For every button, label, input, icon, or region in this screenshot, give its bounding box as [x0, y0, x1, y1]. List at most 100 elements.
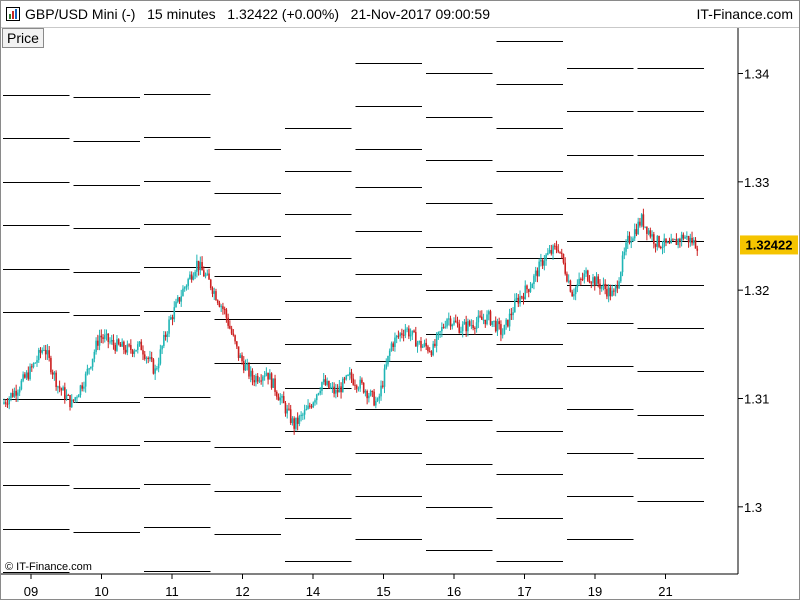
- candle-body: [288, 408, 290, 410]
- candle-body: [649, 230, 652, 237]
- candle-body: [421, 345, 424, 348]
- y-tick-label: 1.3: [744, 500, 762, 515]
- candle-body: [689, 237, 692, 243]
- candle-body: [614, 285, 617, 292]
- candle-body: [647, 230, 650, 234]
- candle-body: [117, 339, 120, 345]
- candle-body: [467, 321, 469, 332]
- candle-body: [246, 364, 249, 366]
- candle-body: [691, 237, 693, 244]
- candle-body: [475, 322, 478, 329]
- candle-body: [36, 360, 38, 363]
- candle-body: [679, 239, 681, 242]
- candle-body: [597, 276, 600, 284]
- candle-body: [77, 395, 80, 398]
- candle-body: [621, 255, 624, 273]
- candle-body: [684, 237, 686, 239]
- candle-body: [46, 350, 49, 355]
- last-value-box: [740, 235, 798, 255]
- candle-body: [522, 296, 525, 300]
- candle-body: [133, 351, 136, 354]
- candle-body: [519, 296, 521, 304]
- candle-body: [434, 343, 436, 347]
- candle-body: [103, 335, 106, 339]
- candle-body: [20, 380, 23, 390]
- candle-body: [234, 335, 236, 342]
- candle-body: [3, 402, 5, 404]
- candle-body: [639, 221, 641, 226]
- candle-body: [241, 355, 243, 362]
- candle-body: [376, 398, 379, 401]
- candle-body: [281, 396, 283, 398]
- candle-body: [112, 339, 115, 346]
- candle-body: [149, 357, 151, 360]
- candle-body: [159, 349, 162, 364]
- candle-body: [364, 391, 367, 393]
- copyright-label: © IT-Finance.com: [5, 561, 92, 573]
- candle-body: [135, 349, 137, 352]
- candle-body: [623, 251, 626, 256]
- candle-body: [157, 363, 160, 369]
- brand-label: IT-Finance.com: [696, 6, 793, 22]
- candle-body: [566, 273, 568, 282]
- candle-body: [512, 312, 514, 316]
- candle-body: [366, 391, 368, 399]
- candle-body: [626, 235, 629, 243]
- candle-body: [541, 259, 544, 266]
- candle-body: [355, 385, 358, 389]
- candle-body: [686, 235, 688, 238]
- candle-body: [262, 376, 264, 381]
- candle-body: [428, 351, 431, 353]
- candle-body: [620, 272, 622, 282]
- candle-body: [491, 321, 494, 325]
- candle-body: [329, 387, 332, 389]
- candle-body: [348, 372, 351, 375]
- candle-body: [395, 335, 398, 338]
- candle-body: [644, 226, 646, 228]
- candle-body: [24, 374, 26, 378]
- candle-body: [574, 287, 577, 295]
- candle-body: [632, 238, 634, 242]
- candle-body: [423, 342, 426, 346]
- price-pane-label[interactable]: Price: [2, 28, 44, 48]
- candle-body: [567, 280, 570, 282]
- candle-body: [220, 306, 222, 308]
- candle-body: [430, 351, 433, 356]
- candle-body: [593, 277, 596, 286]
- candle-body: [72, 399, 75, 401]
- candle-body: [414, 332, 417, 347]
- candle-body: [84, 373, 87, 387]
- candle-body: [57, 386, 59, 388]
- candle-body: [437, 332, 440, 336]
- candle-body: [547, 252, 549, 255]
- candle-body: [88, 368, 90, 370]
- candle-body: [242, 361, 245, 371]
- datetime-label: 21-Nov-2017 09:00:59: [350, 6, 490, 22]
- candle-body: [53, 372, 56, 375]
- candle-body: [182, 288, 184, 297]
- candle-body: [143, 354, 146, 359]
- candle-body: [635, 229, 638, 235]
- candle-body: [222, 306, 224, 309]
- candle-body: [687, 235, 690, 243]
- candle-body: [25, 372, 28, 378]
- candle-body: [62, 387, 64, 391]
- candle-body: [454, 320, 457, 323]
- candle-body: [97, 340, 99, 346]
- chart-title: GBP/USD Mini (-) 15 minutes 1.32422 (+0.…: [25, 6, 490, 22]
- candle-body: [315, 394, 318, 401]
- candle-body: [140, 341, 143, 351]
- candle-body: [500, 324, 502, 335]
- candle-body: [34, 362, 37, 364]
- candle-body: [65, 394, 68, 400]
- candle-body: [543, 260, 546, 266]
- candle-body: [60, 388, 63, 391]
- candle-body: [10, 393, 12, 399]
- y-tick-label: 1.32: [744, 283, 769, 298]
- candle-body: [298, 416, 301, 424]
- candle-body: [416, 342, 419, 347]
- candle-body: [602, 283, 605, 287]
- candle-body: [663, 238, 666, 248]
